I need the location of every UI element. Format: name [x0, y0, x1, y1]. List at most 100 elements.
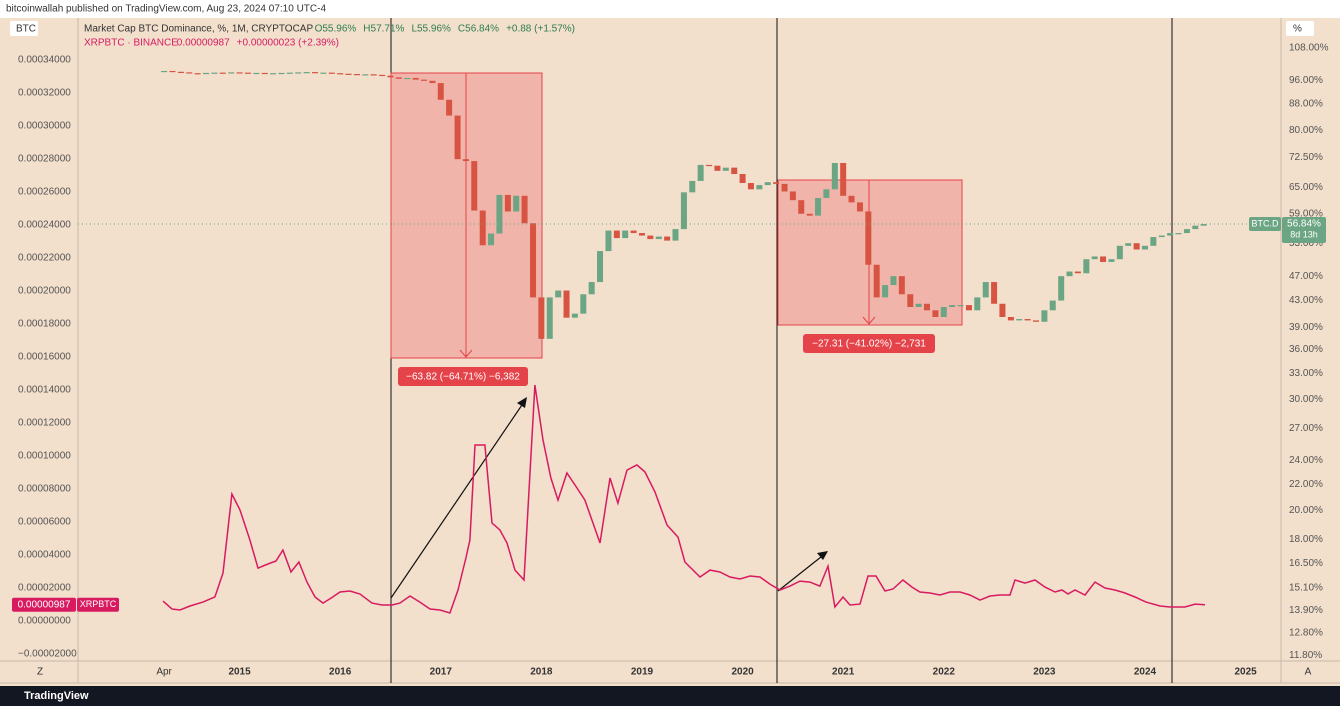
candle: [789, 191, 796, 201]
y2-tick-label: 33.00%: [1289, 368, 1323, 379]
y2-tick-label: 16.50%: [1289, 558, 1323, 569]
candle: [320, 72, 327, 74]
candle: [915, 303, 922, 308]
candle: [815, 197, 822, 216]
x-tick-label: 2020: [731, 667, 754, 678]
candle: [1091, 256, 1098, 260]
corner-label[interactable]: A: [1305, 667, 1312, 678]
candle: [420, 79, 427, 81]
brand: TradingView: [24, 690, 89, 702]
candle: [739, 174, 746, 184]
legend-stat: +0.00000023 (+2.39%): [237, 38, 339, 49]
candle: [756, 185, 763, 190]
candle: [521, 195, 528, 224]
y-tick-label: 0.00000000: [18, 616, 71, 627]
y2-tick-label: 30.00%: [1289, 394, 1323, 405]
candle: [873, 264, 880, 298]
candle: [1183, 229, 1190, 234]
candle: [580, 294, 587, 314]
candle: [1116, 245, 1123, 260]
candle: [1141, 245, 1148, 250]
candle: [731, 167, 738, 175]
trend-arrow: [517, 397, 527, 408]
candle: [1167, 233, 1174, 236]
y-tick-label: 0.00026000: [18, 187, 71, 198]
axis-badge: [10, 21, 38, 36]
candle: [680, 192, 687, 230]
y-tick-label: 0.00012000: [18, 418, 71, 429]
legend-stat: L55.96%: [411, 24, 451, 35]
corner-label[interactable]: Z: [37, 667, 43, 678]
candle: [270, 73, 277, 75]
y-tick-label: 0.00030000: [18, 121, 71, 132]
price-badge-value: 56.84%: [1287, 219, 1321, 230]
candle: [991, 282, 998, 304]
x-tick-label: 2025: [1234, 667, 1257, 678]
y2-tick-label: 65.00%: [1289, 182, 1323, 193]
candle: [504, 194, 511, 212]
candle: [638, 233, 645, 236]
y-tick-label: 0.00022000: [18, 253, 71, 264]
candle: [974, 297, 981, 311]
candle: [697, 164, 704, 181]
candle: [479, 210, 486, 246]
y-tick-label: 0.00002000: [18, 583, 71, 594]
y-tick-label: 0.00020000: [18, 286, 71, 297]
candle: [1100, 256, 1107, 262]
candle: [1016, 319, 1023, 321]
candle: [1125, 243, 1132, 246]
price-badge-value: 0.00000987: [18, 599, 71, 610]
measure-label: −63.82 (−64.71%) −6,382: [406, 372, 520, 383]
candle: [211, 72, 218, 74]
candle: [1133, 243, 1140, 250]
candle: [664, 236, 671, 241]
trend-arrow: [777, 552, 827, 592]
candle: [907, 294, 914, 308]
candle: [1192, 225, 1199, 230]
y2-tick-label: 24.00%: [1289, 455, 1323, 466]
candle: [203, 72, 210, 75]
y2-tick-label: 80.00%: [1289, 125, 1323, 136]
x-tick-label: 2017: [430, 667, 453, 678]
candle: [194, 73, 201, 75]
right-axis-label: %: [1293, 24, 1302, 35]
y2-tick-label: 22.00%: [1289, 479, 1323, 490]
candle: [898, 276, 905, 295]
candle: [412, 77, 419, 80]
candle: [471, 161, 478, 211]
candle: [488, 233, 495, 246]
legend-stat: +0.88 (+1.57%): [506, 24, 575, 35]
candle: [1066, 271, 1073, 277]
candle: [563, 290, 570, 318]
price-badge-name: XRPBTC: [80, 599, 117, 609]
x-tick-label: Apr: [156, 667, 172, 678]
candle: [747, 183, 754, 190]
candle: [169, 70, 176, 73]
legend-stat: H57.71%: [363, 24, 404, 35]
candle: [882, 285, 889, 298]
trend-arrow: [817, 551, 828, 560]
header-text: bitcoinwallah published on TradingView.c…: [6, 4, 326, 15]
candle: [387, 75, 394, 78]
y2-tick-label: 15.10%: [1289, 582, 1323, 593]
y2-tick-label: 12.80%: [1289, 628, 1323, 639]
candle: [932, 310, 939, 317]
y2-tick-label: 11.80%: [1289, 650, 1322, 661]
y2-tick-label: 88.00%: [1289, 99, 1323, 110]
candle: [513, 195, 520, 212]
candle: [261, 72, 268, 75]
candle: [597, 251, 604, 283]
candle: [236, 72, 243, 74]
price-badge: [77, 597, 119, 612]
y-tick-label: 0.00010000: [18, 451, 71, 462]
candle: [831, 162, 838, 190]
candle: [949, 305, 956, 308]
candle: [1024, 319, 1031, 321]
legend-name: XRPBTC · BINANCE: [84, 38, 178, 49]
candle: [672, 229, 679, 241]
candle: [538, 297, 545, 339]
candle: [865, 211, 872, 265]
y2-tick-label: 108.00%: [1289, 43, 1329, 54]
x-tick-label: 2016: [329, 667, 352, 678]
candle: [823, 189, 830, 198]
